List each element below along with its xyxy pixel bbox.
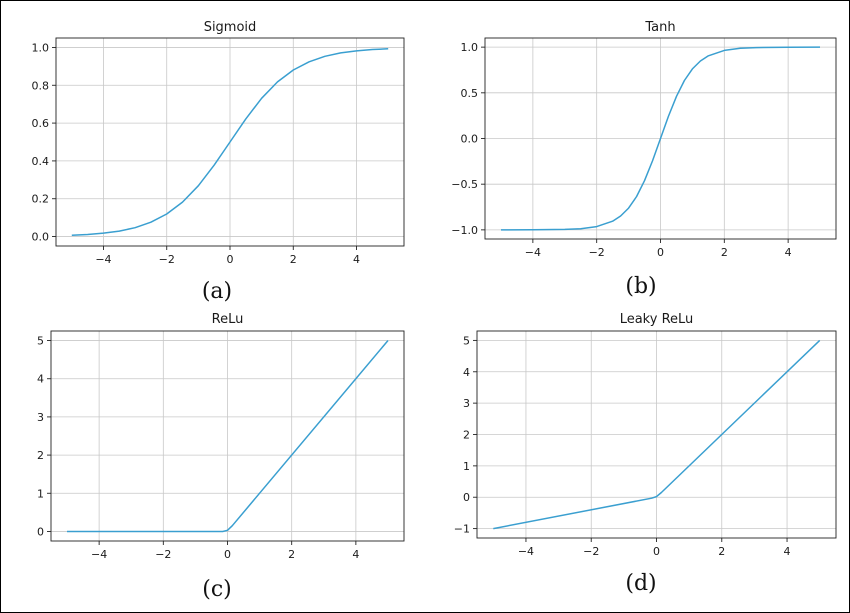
y-tick-label: 0.4 (32, 155, 50, 168)
chart-title: Tanh (644, 20, 675, 35)
x-tick-label: 4 (785, 246, 792, 259)
chart-title: Leaky ReLu (620, 312, 694, 327)
y-tick-label: 0.8 (32, 79, 50, 92)
x-tick-label: −2 (583, 545, 599, 558)
x-tick-label: −4 (91, 548, 107, 561)
y-tick-label: 0 (37, 525, 44, 538)
series-line (71, 48, 389, 236)
chart-panel-1: −4 −2 0 2 4 −1.0 −0.5 0.0 0.5 1.0 Tanh (b) (451, 20, 837, 299)
x-tick-label: 2 (718, 545, 725, 558)
x-tick-label: 4 (352, 548, 359, 561)
series-line (67, 340, 389, 533)
chart-panel-2: −4 −2 0 2 4 0 1 2 3 4 5 ReLu (c) (37, 312, 405, 602)
y-tick-label: 1 (37, 487, 44, 500)
y-tick-label: 3 (463, 397, 470, 410)
y-tick-label: 1.0 (461, 41, 479, 54)
x-tick-label: 2 (290, 253, 297, 266)
y-tick-label: −0.5 (451, 178, 478, 191)
y-tick-label: 0.2 (32, 193, 50, 206)
y-tick-label: −1 (454, 523, 470, 536)
panel-caption: (a) (202, 279, 232, 304)
y-tick-label: 2 (463, 429, 470, 442)
y-tick-label: 5 (37, 335, 44, 348)
x-tick-label: 0 (653, 545, 660, 558)
y-tick-label: 0.5 (461, 87, 479, 100)
chart-panel-3: −4 −2 0 2 4 −1 0 1 2 3 4 5 Leaky ReLu (d) (454, 312, 837, 596)
x-tick-label: −4 (518, 545, 534, 558)
y-tick-label: 0.6 (32, 117, 50, 130)
y-tick-label: 0.0 (461, 133, 479, 146)
y-tick-label: 1 (463, 460, 470, 473)
y-tick-label: 5 (463, 334, 470, 347)
x-tick-label: −2 (155, 548, 171, 561)
x-tick-label: 2 (721, 246, 728, 259)
y-tick-label: 4 (37, 373, 44, 386)
y-tick-label: 3 (37, 411, 44, 424)
x-tick-label: −4 (95, 253, 111, 266)
panel-caption: (d) (625, 571, 656, 596)
x-tick-label: −2 (159, 253, 175, 266)
x-tick-label: 0 (227, 253, 234, 266)
x-tick-label: 4 (353, 253, 360, 266)
x-tick-label: 2 (288, 548, 295, 561)
chart-panel-0: −4 −2 0 2 4 0.0 0.2 0.4 0.6 0.8 1.0 Sigmoid (a) (32, 20, 405, 304)
x-tick-label: −2 (589, 246, 605, 259)
chart-title: ReLu (212, 312, 244, 327)
series-line (500, 46, 821, 231)
y-tick-label: 2 (37, 449, 44, 462)
panel-caption: (b) (625, 274, 656, 299)
x-tick-label: 0 (657, 246, 664, 259)
series-line (493, 339, 821, 530)
y-tick-label: 1.0 (32, 41, 50, 54)
chart-title: Sigmoid (204, 20, 257, 35)
panel-caption: (c) (202, 577, 232, 602)
x-tick-label: −4 (525, 246, 541, 259)
y-tick-label: 0.0 (32, 231, 50, 244)
x-tick-label: 0 (224, 548, 231, 561)
x-tick-label: 4 (784, 545, 791, 558)
y-tick-label: 0 (463, 491, 470, 504)
y-tick-label: −1.0 (451, 224, 478, 237)
y-tick-label: 4 (463, 366, 470, 379)
